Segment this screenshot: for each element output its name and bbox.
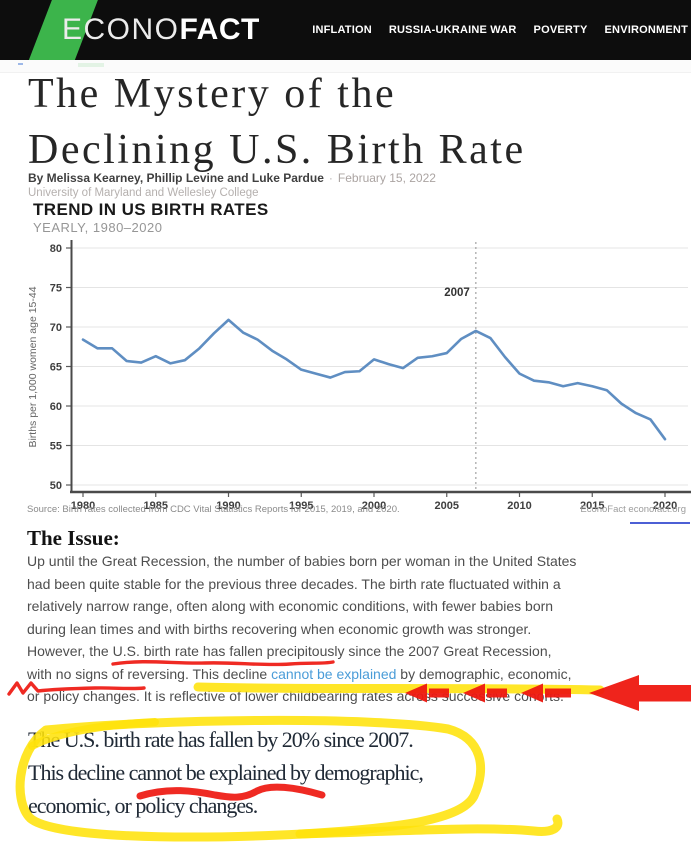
site-header: ECONOFACT INFLATION RUSSIA-UKRAINE WAR P…	[0, 0, 691, 60]
econofact-logo[interactable]: ECONOFACT	[62, 13, 260, 47]
byline-separator: ·	[328, 171, 333, 185]
byline-affiliation: University of Maryland and Wellesley Col…	[28, 187, 259, 199]
svg-text:2007: 2007	[444, 287, 470, 299]
svg-text:2020: 2020	[653, 500, 677, 512]
svg-text:2000: 2000	[362, 500, 386, 512]
issue-heading: The Issue:	[27, 526, 120, 550]
byline-date: February 15, 2022	[337, 171, 436, 185]
issue-paragraph-line: during lean times and with births recove…	[27, 620, 532, 637]
callout-line1: The U.S. birth rate has fallen by 20% si…	[28, 727, 414, 752]
yellow-circle-tail-stroke	[295, 814, 563, 839]
svg-text:75: 75	[50, 283, 62, 295]
issue-paragraph-line: However, the U.S. birth rate has fallen …	[27, 643, 552, 659]
page-title-line1: The Mystery of the	[28, 71, 397, 117]
issue-paragraph-line: Up until the Great Recession, the number…	[27, 553, 577, 569]
issue-line6-after: by demographic, economic,	[396, 665, 572, 682]
logo-econo: ECONO	[62, 13, 180, 46]
econofact-link-underline	[630, 522, 690, 524]
svg-text:Births per 1,000 women age 15-: Births per 1,000 women age 15-44	[27, 286, 39, 447]
svg-text:50: 50	[50, 480, 62, 492]
issue-line6-before: with no signs of reversing. This decline	[27, 665, 272, 682]
nav-item-russia-ukraine-war[interactable]: RUSSIA-UKRAINE WAR	[388, 24, 517, 36]
nav-item-environment[interactable]: ENVIRONMENT	[604, 24, 688, 36]
svg-text:2005: 2005	[435, 500, 459, 512]
svg-text:80: 80	[50, 243, 62, 255]
svg-text:2010: 2010	[507, 500, 531, 512]
svg-text:55: 55	[50, 441, 62, 453]
byline-authors: By Melissa Kearney, Phillip Levine and L…	[28, 171, 324, 185]
top-nav: INFLATION RUSSIA-UKRAINE WAR POVERTY ENV…	[312, 0, 688, 60]
nav-item-inflation[interactable]: INFLATION	[312, 24, 372, 36]
screenshot-artifact	[18, 63, 23, 65]
red-underline-annotation	[111, 660, 335, 667]
byline: By Melissa Kearney, Phillip Levine and L…	[28, 171, 436, 185]
chart-title: TREND IN US BIRTH RATES	[33, 200, 269, 219]
callout-line3: economic, or policy changes.	[28, 793, 258, 818]
issue-paragraph-line: or policy changes. It is reflective of l…	[27, 688, 564, 704]
issue-paragraph-line: had been quite stable for the previous t…	[27, 575, 561, 592]
birth-rate-line-chart: 50 55 60 65 70 75 80 1980 1985 1990 1995 2000 2005 20…	[27, 240, 691, 512]
svg-text:1990: 1990	[216, 500, 240, 512]
sub-header-strip	[0, 60, 691, 73]
issue-paragraph-line: with no signs of reversing. This decline…	[27, 666, 572, 682]
svg-text:60: 60	[50, 401, 62, 413]
svg-text:70: 70	[50, 322, 62, 334]
logo-fact: FACT	[179, 13, 260, 46]
cannot-be-explained-link[interactable]: cannot be explained	[271, 665, 397, 682]
nav-item-poverty[interactable]: POVERTY	[533, 24, 588, 36]
screenshot-artifact	[78, 63, 104, 67]
issue-paragraph-line: relatively narrow range, often along wit…	[27, 598, 554, 614]
chart-source-note: Source: Birth rates collected from CDC V…	[27, 504, 400, 515]
callout-line2: This decline cannot be explained by demo…	[28, 760, 424, 785]
chart-subtitle: YEARLY, 1980–2020	[33, 220, 163, 235]
chart-credit: EconoFact econofact.org	[580, 504, 686, 515]
svg-text:2015: 2015	[580, 500, 604, 512]
big-red-arrow-annotation	[589, 675, 691, 711]
svg-text:65: 65	[50, 362, 62, 374]
svg-text:1985: 1985	[144, 500, 168, 512]
page-title-line2: Declining U.S. Birth Rate	[28, 127, 526, 173]
page-title: The Mystery of the Declining U.S. Birth …	[28, 66, 526, 178]
svg-text:1980: 1980	[71, 500, 95, 512]
svg-text:1995: 1995	[289, 500, 313, 512]
